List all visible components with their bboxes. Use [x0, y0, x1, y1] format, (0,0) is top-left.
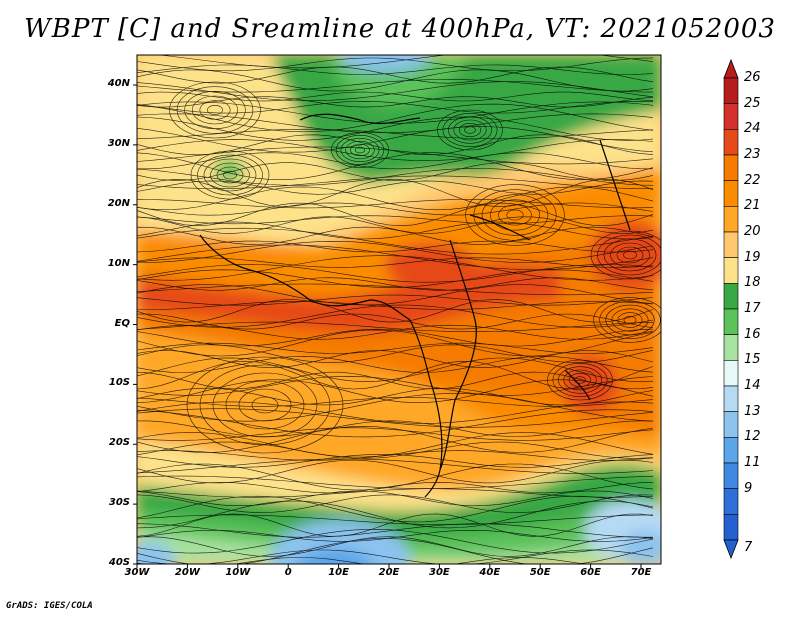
y-axis-label: 10S [108, 377, 130, 389]
x-axis-label: 20E [378, 567, 400, 578]
colorbar-label: 13 [744, 403, 761, 419]
colorbar-label: 15 [744, 352, 761, 368]
x-axis-label: 60E [580, 567, 601, 578]
streamlines [137, 55, 661, 564]
colorbar-label: 14 [744, 378, 761, 393]
colorbar-label: 21 [744, 198, 761, 214]
colorbar-segment [723, 437, 739, 464]
colorbar-segment [723, 103, 739, 130]
y-axis-label: 20N [107, 197, 130, 209]
x-axis-label: 0 [284, 567, 292, 578]
y-axis-label: 40N [107, 78, 130, 89]
chart-title: WBPT [C] and Sreamline at 400hPa, VT: 20… [24, 14, 776, 44]
x-axis-label: 50E [529, 567, 551, 578]
colorbar-segment [723, 385, 739, 412]
colorbar-label: 9 [744, 480, 753, 496]
y-axis-label: 30S [108, 497, 130, 509]
colorbar-label: 11 [744, 455, 761, 470]
x-axis-label: 40E [479, 567, 501, 578]
y-axis-label: 30N [107, 137, 130, 149]
x-axis-label: 20W [174, 567, 200, 578]
colorbar-segment [723, 308, 739, 335]
colorbar-segment [723, 257, 739, 284]
y-axis-label: 40S [108, 557, 130, 568]
axis-ticks [133, 84, 642, 568]
x-axis-label: 70E [630, 567, 652, 578]
colorbar-segment [723, 360, 739, 387]
colorbar-label: 26 [744, 70, 761, 85]
y-axis-label: 20S [108, 437, 130, 449]
colorbar-segment [723, 514, 739, 541]
colorbar-label: 19 [744, 249, 761, 265]
colorbar-label: 24 [744, 121, 761, 137]
colorbar-segment [723, 154, 739, 181]
colorbar-segment [723, 180, 739, 207]
colorbar-segment [723, 488, 739, 515]
colorbar-segment [723, 129, 739, 156]
colorbar-label: 16 [744, 326, 761, 342]
colorbar-segment [723, 462, 739, 489]
colorbar-label: 7 [744, 540, 753, 555]
x-axis-label: 30W [124, 567, 150, 578]
colorbar-segment [723, 411, 739, 438]
colorbar-segment [723, 283, 739, 310]
coastlines [199, 113, 631, 498]
x-axis-label: 10E [328, 567, 349, 578]
y-axis-label: 10N [107, 257, 130, 269]
map-frame [136, 54, 662, 565]
colorbar-bottom-arrow [723, 539, 739, 560]
colorbar-segment [723, 206, 739, 233]
x-axis-label: 10W [225, 567, 251, 578]
credit-label: GrADS: IGES/COLA [6, 601, 93, 611]
x-axis-label: 30E [429, 567, 450, 578]
colorbar-segment [723, 231, 739, 258]
colorbar [723, 58, 739, 560]
colorbar-label: 20 [744, 224, 761, 239]
colorbar-label: 17 [744, 301, 761, 316]
y-axis-label: EQ [114, 317, 130, 329]
colorbar-segment [723, 77, 739, 104]
colorbar-label: 12 [744, 429, 761, 445]
colorbar-label: 22 [744, 172, 761, 188]
colorbar-top-arrow [723, 58, 739, 79]
colorbar-segment [723, 334, 739, 361]
colorbar-label: 23 [744, 147, 761, 162]
colorbar-label: 25 [744, 95, 761, 111]
colorbar-label: 18 [744, 275, 761, 291]
